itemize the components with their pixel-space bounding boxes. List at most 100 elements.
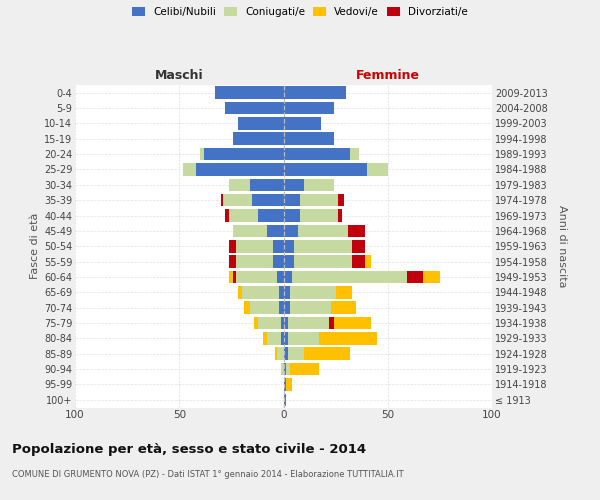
- Bar: [338, 209, 342, 222]
- Bar: [294, 240, 352, 252]
- Bar: [273, 256, 284, 268]
- Bar: [300, 194, 338, 206]
- Bar: [259, 316, 281, 330]
- Bar: [221, 194, 223, 206]
- Bar: [250, 302, 280, 314]
- Bar: [290, 286, 335, 298]
- Bar: [287, 316, 329, 330]
- Bar: [284, 270, 292, 283]
- Bar: [250, 178, 284, 191]
- Bar: [215, 86, 284, 99]
- Bar: [284, 148, 350, 160]
- Y-axis label: Anni di nascita: Anni di nascita: [557, 205, 567, 288]
- Text: Maschi: Maschi: [155, 70, 203, 82]
- Bar: [236, 270, 277, 283]
- Bar: [229, 209, 259, 222]
- Bar: [233, 224, 267, 237]
- Bar: [254, 316, 259, 330]
- Bar: [184, 163, 196, 176]
- Bar: [329, 316, 334, 330]
- Bar: [287, 332, 319, 344]
- Bar: [338, 194, 344, 206]
- Bar: [284, 363, 286, 376]
- Bar: [281, 316, 284, 330]
- Bar: [267, 332, 281, 344]
- Bar: [304, 178, 334, 191]
- Bar: [229, 240, 236, 252]
- Bar: [350, 148, 359, 160]
- Bar: [284, 194, 300, 206]
- Bar: [319, 332, 377, 344]
- Bar: [273, 240, 284, 252]
- Bar: [352, 240, 365, 252]
- Bar: [225, 102, 284, 114]
- Bar: [229, 178, 250, 191]
- Bar: [284, 163, 367, 176]
- Bar: [407, 270, 423, 283]
- Bar: [284, 286, 290, 298]
- Y-axis label: Fasce di età: Fasce di età: [29, 213, 40, 280]
- Bar: [365, 256, 371, 268]
- Bar: [331, 302, 356, 314]
- Bar: [300, 209, 338, 222]
- Bar: [277, 348, 284, 360]
- Bar: [281, 363, 284, 376]
- Bar: [196, 163, 284, 176]
- Bar: [229, 256, 236, 268]
- Bar: [244, 302, 250, 314]
- Bar: [238, 117, 284, 130]
- Bar: [259, 209, 284, 222]
- Bar: [252, 194, 284, 206]
- Bar: [233, 270, 236, 283]
- Bar: [367, 163, 388, 176]
- Bar: [275, 348, 277, 360]
- Bar: [352, 256, 365, 268]
- Bar: [284, 256, 294, 268]
- Bar: [263, 332, 267, 344]
- Bar: [280, 286, 284, 298]
- Bar: [284, 102, 334, 114]
- Bar: [334, 316, 371, 330]
- Bar: [290, 302, 331, 314]
- Bar: [292, 270, 407, 283]
- Bar: [233, 132, 284, 145]
- Bar: [284, 332, 287, 344]
- Bar: [229, 270, 233, 283]
- Bar: [223, 194, 252, 206]
- Bar: [284, 117, 321, 130]
- Bar: [284, 178, 304, 191]
- Text: COMUNE DI GRUMENTO NOVA (PZ) - Dati ISTAT 1° gennaio 2014 - Elaborazione TUTTITA: COMUNE DI GRUMENTO NOVA (PZ) - Dati ISTA…: [12, 470, 404, 479]
- Bar: [286, 363, 290, 376]
- Bar: [335, 286, 352, 298]
- Bar: [294, 256, 352, 268]
- Bar: [284, 132, 334, 145]
- Bar: [290, 363, 319, 376]
- Bar: [284, 240, 294, 252]
- Bar: [348, 224, 365, 237]
- Bar: [423, 270, 440, 283]
- Bar: [277, 270, 284, 283]
- Bar: [284, 316, 287, 330]
- Bar: [284, 86, 346, 99]
- Bar: [284, 378, 286, 391]
- Bar: [238, 286, 242, 298]
- Bar: [281, 332, 284, 344]
- Bar: [200, 148, 204, 160]
- Bar: [236, 256, 273, 268]
- Legend: Celibi/Nubili, Coniugati/e, Vedovi/e, Divorziati/e: Celibi/Nubili, Coniugati/e, Vedovi/e, Di…: [130, 5, 470, 20]
- Bar: [284, 348, 287, 360]
- Bar: [287, 348, 304, 360]
- Bar: [280, 302, 284, 314]
- Bar: [286, 378, 292, 391]
- Bar: [284, 209, 300, 222]
- Bar: [284, 302, 290, 314]
- Bar: [204, 148, 284, 160]
- Text: Popolazione per età, sesso e stato civile - 2014: Popolazione per età, sesso e stato civil…: [12, 442, 366, 456]
- Bar: [304, 348, 350, 360]
- Bar: [284, 394, 286, 406]
- Text: Femmine: Femmine: [356, 70, 420, 82]
- Bar: [284, 224, 298, 237]
- Bar: [242, 286, 280, 298]
- Bar: [298, 224, 348, 237]
- Bar: [236, 240, 273, 252]
